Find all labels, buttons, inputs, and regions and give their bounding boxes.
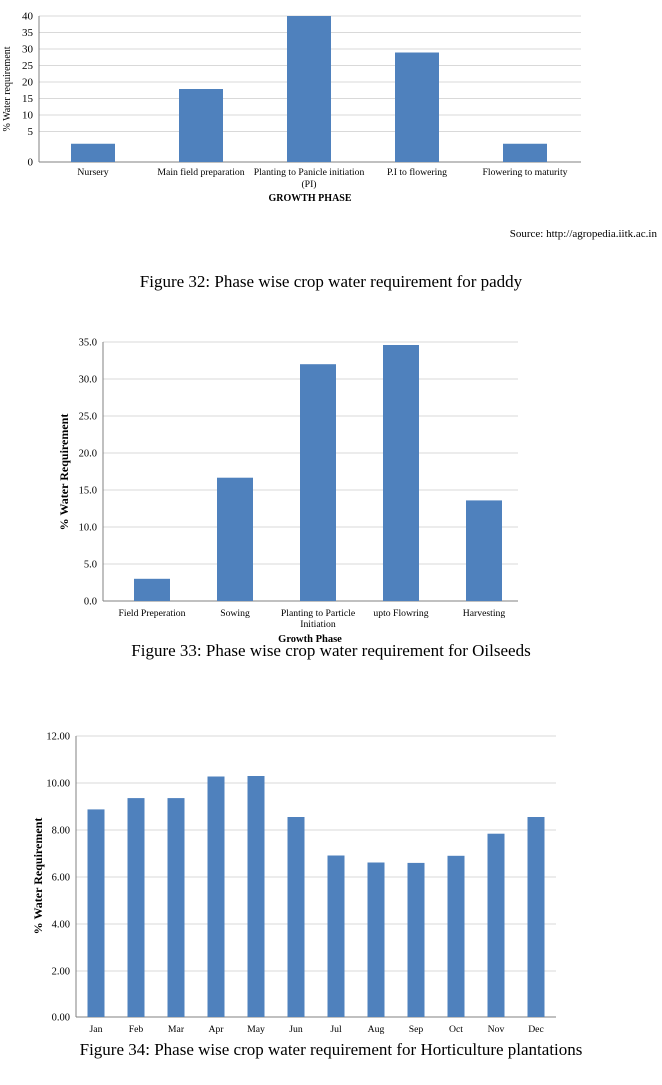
svg-text:Oct: Oct (449, 1024, 463, 1035)
svg-text:40: 40 (22, 11, 34, 23)
svg-text:Harvesting: Harvesting (463, 608, 506, 619)
svg-text:15: 15 (22, 93, 34, 105)
svg-text:10.0: 10.0 (79, 523, 97, 534)
svg-text:12.00: 12.00 (46, 732, 70, 743)
svg-text:35: 35 (22, 27, 34, 39)
svg-text:% Water Requirement: % Water Requirement (31, 818, 45, 935)
svg-text:25: 25 (22, 60, 34, 72)
svg-text:10.00: 10.00 (46, 779, 70, 790)
svg-text:Sowing: Sowing (220, 608, 250, 619)
svg-text:Nursery: Nursery (77, 167, 108, 178)
svg-text:Sep: Sep (409, 1024, 424, 1035)
svg-text:Dec: Dec (528, 1024, 544, 1035)
svg-text:5: 5 (28, 126, 34, 138)
svg-text:upto Flowring: upto Flowring (373, 608, 428, 619)
svg-text:0.0: 0.0 (84, 597, 97, 608)
svg-text:0: 0 (28, 157, 34, 169)
svg-text:Source: http://agropedia.iitk.: Source: http://agropedia.iitk.ac.in (510, 228, 658, 240)
svg-text:% Water requirement: % Water requirement (2, 46, 13, 131)
svg-text:30.0: 30.0 (79, 375, 97, 386)
svg-text:6.00: 6.00 (52, 873, 70, 884)
svg-text:% Water Requirement: % Water Requirement (57, 414, 71, 531)
svg-text:20: 20 (22, 77, 34, 89)
svg-text:May: May (247, 1024, 265, 1035)
svg-text:GROWTH PHASE: GROWTH PHASE (268, 193, 351, 204)
svg-text:Feb: Feb (129, 1024, 144, 1035)
svg-text:15.0: 15.0 (79, 486, 97, 497)
svg-text:Jan: Jan (90, 1024, 103, 1035)
svg-text:8.00: 8.00 (52, 826, 70, 837)
svg-text:Aug: Aug (368, 1024, 385, 1035)
svg-text:Mar: Mar (168, 1024, 185, 1035)
svg-text:Initiation: Initiation (300, 619, 336, 630)
svg-text:Flowering to maturity: Flowering to maturity (482, 167, 567, 178)
svg-text:Planting to Particle: Planting to Particle (281, 608, 355, 619)
svg-text:Jul: Jul (330, 1024, 342, 1035)
svg-text:Jun: Jun (289, 1024, 303, 1035)
svg-text:P.I to flowering: P.I to flowering (387, 167, 447, 178)
svg-text:Main field preparation: Main field preparation (157, 167, 244, 178)
svg-text:4.00: 4.00 (52, 920, 70, 931)
svg-text:Planting to Panicle initiation: Planting to Panicle initiation (254, 167, 365, 178)
svg-text:5.0: 5.0 (84, 560, 97, 571)
svg-text:Apr: Apr (208, 1024, 224, 1035)
svg-text:0.00: 0.00 (52, 1013, 70, 1024)
svg-text:10: 10 (22, 110, 34, 122)
svg-text:35.0: 35.0 (79, 338, 97, 349)
svg-text:2.00: 2.00 (52, 967, 70, 978)
svg-text:Field Preperation: Field Preperation (119, 608, 186, 619)
svg-text:30: 30 (22, 44, 34, 56)
svg-text:Nov: Nov (488, 1024, 505, 1035)
svg-text:20.0: 20.0 (79, 449, 97, 460)
svg-text:25.0: 25.0 (79, 412, 97, 423)
svg-text:(PI): (PI) (301, 179, 316, 190)
